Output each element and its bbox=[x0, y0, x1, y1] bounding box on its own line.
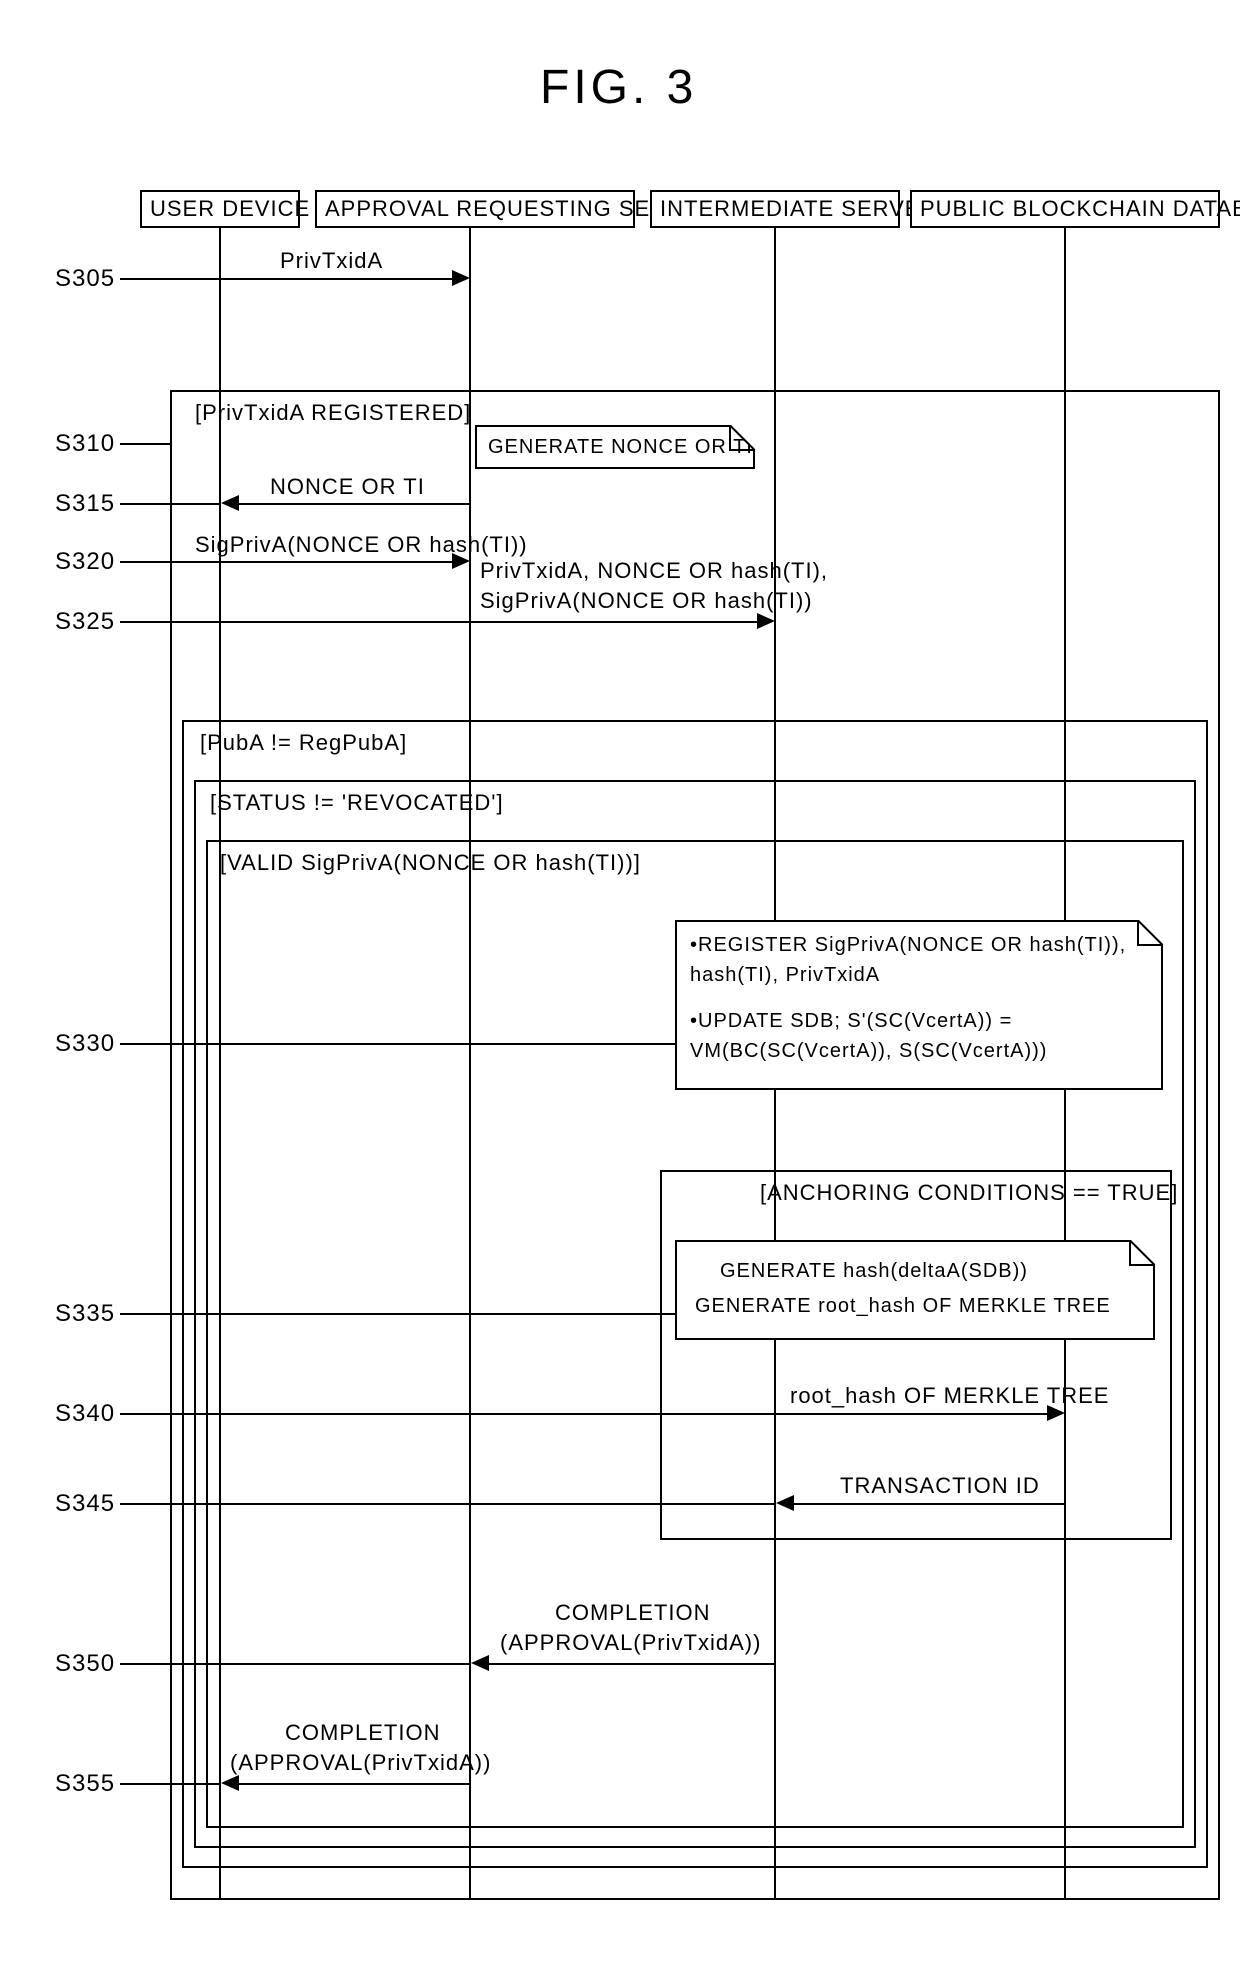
msg-s355-1: COMPLETION bbox=[285, 1720, 440, 1746]
participant-user-device: USER DEVICE bbox=[140, 190, 300, 228]
arrowhead-s315 bbox=[221, 495, 239, 511]
guard-valid: [VALID SigPrivA(NONCE OR hash(TI))] bbox=[220, 850, 641, 876]
msg-s340: root_hash OF MERKLE TREE bbox=[790, 1383, 1110, 1409]
arrowhead-s345 bbox=[776, 1495, 794, 1511]
step-s345: S345 bbox=[55, 1490, 115, 1518]
msg-s350-2: (APPROVAL(PrivTxidA)) bbox=[500, 1630, 761, 1656]
step-line-s310 bbox=[120, 443, 170, 445]
arrow-s340 bbox=[776, 1413, 1050, 1415]
msg-s345: TRANSACTION ID bbox=[840, 1473, 1040, 1499]
step-line-s330 bbox=[120, 1043, 675, 1045]
step-s335: S335 bbox=[55, 1300, 115, 1328]
arrow-s320 bbox=[221, 561, 455, 563]
note-s330-l1: •REGISTER SigPrivA(NONCE OR hash(TI)), bbox=[690, 932, 1126, 959]
arrow-s305 bbox=[221, 278, 455, 280]
arrow-s345 bbox=[793, 1503, 1064, 1505]
msg-s355-2: (APPROVAL(PrivTxidA)) bbox=[230, 1750, 491, 1776]
arrow-s325 bbox=[471, 621, 760, 623]
guard-puba: [PubA != RegPubA] bbox=[200, 730, 407, 756]
step-s330: S330 bbox=[55, 1030, 115, 1058]
step-s320: S320 bbox=[55, 548, 115, 576]
arrowhead-s325 bbox=[757, 613, 775, 629]
step-s315: S315 bbox=[55, 490, 115, 518]
step-line-s335 bbox=[120, 1313, 675, 1315]
arrow-s315 bbox=[238, 503, 469, 505]
step-line-s355 bbox=[120, 1783, 220, 1785]
step-s310: S310 bbox=[55, 430, 115, 458]
msg-s350-1: COMPLETION bbox=[555, 1600, 710, 1626]
step-s355: S355 bbox=[55, 1770, 115, 1798]
step-line-s320 bbox=[120, 561, 220, 563]
step-s350: S350 bbox=[55, 1650, 115, 1678]
step-s340: S340 bbox=[55, 1400, 115, 1428]
msg-s325-1: PrivTxidA, NONCE OR hash(TI), bbox=[480, 558, 828, 584]
guard-status: [STATUS != 'REVOCATED'] bbox=[210, 790, 504, 816]
step-line-s305 bbox=[120, 278, 220, 280]
arrow-s350 bbox=[488, 1663, 774, 1665]
arrowhead-s350 bbox=[471, 1655, 489, 1671]
participant-approval-server: APPROVAL REQUESTING SERVER bbox=[315, 190, 635, 228]
arrow-s355 bbox=[238, 1783, 469, 1785]
participant-public-blockchain: PUBLIC BLOCKCHAIN DATABASE bbox=[910, 190, 1220, 228]
arrowhead-s305 bbox=[452, 270, 470, 286]
step-line-s350 bbox=[120, 1663, 470, 1665]
msg-s320: SigPrivA(NONCE OR hash(TI)) bbox=[195, 532, 528, 558]
figure-title: FIG. 3 bbox=[540, 60, 697, 115]
guard-anchor: [ANCHORING CONDITIONS == TRUE] bbox=[760, 1180, 1178, 1206]
step-s305: S305 bbox=[55, 265, 115, 293]
guard-s310: [PrivTxidA REGISTERED] bbox=[195, 400, 471, 426]
note-s335-l1: GENERATE hash(deltaA(SDB)) bbox=[720, 1258, 1028, 1285]
note-s330-l3: •UPDATE SDB; S'(SC(VcertA)) = bbox=[690, 1008, 1012, 1035]
step-line-s325 bbox=[120, 621, 470, 623]
note-s335-l2: GENERATE root_hash OF MERKLE TREE bbox=[695, 1293, 1111, 1320]
step-line-s345 bbox=[120, 1503, 776, 1505]
step-line-s315 bbox=[120, 503, 220, 505]
step-line-s340 bbox=[120, 1413, 776, 1415]
step-s325: S325 bbox=[55, 608, 115, 636]
note-s330-l2: hash(TI), PrivTxidA bbox=[690, 962, 880, 989]
arrowhead-s355 bbox=[221, 1775, 239, 1791]
note-s330-l4: VM(BC(SC(VcertA)), S(SC(VcertA))) bbox=[690, 1038, 1047, 1065]
msg-s305: PrivTxidA bbox=[280, 248, 383, 274]
note-s335 bbox=[675, 1240, 1155, 1340]
note-s310-text: GENERATE NONCE OR TI bbox=[488, 434, 753, 461]
msg-s325-2: SigPrivA(NONCE OR hash(TI)) bbox=[480, 588, 813, 614]
participant-intermediate-server: INTERMEDIATE SERVER bbox=[650, 190, 900, 228]
msg-s315: NONCE OR TI bbox=[270, 474, 425, 500]
